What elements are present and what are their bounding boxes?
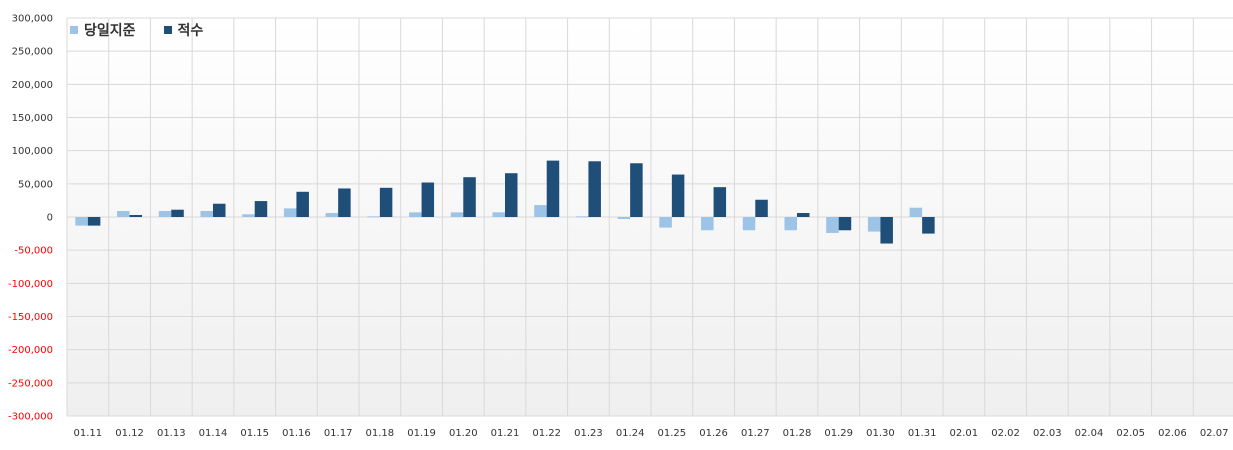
bar-daily <box>325 213 339 217</box>
bar-cumulative <box>213 203 226 217</box>
x-tick-label: 01.28 <box>783 428 812 439</box>
x-tick-label: 01.12 <box>115 428 144 439</box>
bar-daily <box>534 205 547 217</box>
x-tick-label: 01.27 <box>741 428 770 439</box>
x-tick-label: 01.11 <box>74 428 103 439</box>
x-tick-label: 01.24 <box>616 428 645 439</box>
legend-swatch-cumulative <box>163 26 172 34</box>
x-tick-label: 01.17 <box>324 428 353 439</box>
y-tick-label: 300,000 <box>12 14 53 25</box>
x-tick-label: 02.06 <box>1158 428 1187 439</box>
bar-cumulative <box>421 182 435 217</box>
bar-daily <box>158 211 172 217</box>
x-tick-label: 02.01 <box>950 428 979 439</box>
x-tick-label: 01.16 <box>282 428 311 439</box>
x-tick-label: 01.14 <box>199 428 228 439</box>
bar-daily <box>367 216 380 218</box>
bar-series <box>75 160 935 244</box>
y-tick-label: 0 <box>47 213 53 224</box>
y-tick-label: -300,000 <box>8 412 53 423</box>
y-tick-label: 250,000 <box>12 47 53 58</box>
bar-daily <box>450 212 464 217</box>
bar-daily <box>75 217 88 226</box>
bar-daily <box>659 217 672 228</box>
y-tick-label: -150,000 <box>8 312 53 323</box>
y-tick-label: 200,000 <box>12 80 53 91</box>
bar-daily <box>909 207 923 217</box>
x-tick-label: 02.02 <box>991 428 1020 439</box>
bar-cumulative <box>797 213 810 217</box>
bar-daily <box>784 217 797 231</box>
x-tick-label: 02.05 <box>1116 428 1145 439</box>
legend-label-daily: 당일지준 <box>84 23 136 39</box>
legend-label-cumulative: 적수 <box>177 23 204 39</box>
bar-cumulative <box>129 215 143 217</box>
legend-item-daily: 당일지준 <box>70 20 136 40</box>
x-tick-label: 01.26 <box>699 428 728 439</box>
bar-cumulative <box>588 161 601 217</box>
x-tick-label: 02.03 <box>1033 428 1062 439</box>
bar-daily <box>701 217 714 231</box>
bar-cumulative <box>880 217 893 244</box>
bar-cumulative <box>296 191 309 217</box>
bar-cumulative <box>379 187 393 217</box>
x-tick-label: 02.07 <box>1200 428 1229 439</box>
x-tick-label: 02.04 <box>1075 428 1104 439</box>
y-tick-label: -50,000 <box>14 246 53 257</box>
bar-daily <box>492 212 505 217</box>
bar-daily <box>867 217 881 232</box>
x-tick-label: 01.31 <box>908 428 937 439</box>
x-axis-ticks: 01.11 01.12 01.13 01.14 01.15 01.16 01.17 01.18… <box>74 428 1229 439</box>
x-tick-label: 01.19 <box>407 428 436 439</box>
bar-daily <box>242 214 255 217</box>
bar-cumulative <box>505 173 518 217</box>
x-tick-label: 01.30 <box>866 428 895 439</box>
x-tick-label: 01.20 <box>449 428 478 439</box>
legend: 당일지준 적수 <box>70 20 203 40</box>
bar-daily <box>409 212 422 217</box>
x-tick-label: 01.18 <box>366 428 395 439</box>
x-tick-label: 01.15 <box>240 428 269 439</box>
bar-daily <box>200 211 213 217</box>
bar-cumulative <box>713 187 727 217</box>
y-tick-label: -250,000 <box>8 378 53 389</box>
y-tick-label: -100,000 <box>8 279 53 290</box>
y-tick-label: 50,000 <box>18 179 53 190</box>
x-tick-label: 01.21 <box>491 428 520 439</box>
bar-daily <box>117 211 130 217</box>
bar-cumulative <box>254 201 268 217</box>
bar-cumulative <box>630 163 643 217</box>
bar-daily <box>742 217 756 231</box>
bar-cumulative <box>338 188 351 217</box>
y-tick-label: 100,000 <box>12 146 53 157</box>
x-tick-label: 01.13 <box>157 428 186 439</box>
bar-daily <box>617 217 631 219</box>
bar-cumulative <box>671 174 685 217</box>
grid-lines <box>66 17 1233 417</box>
legend-item-cumulative: 적수 <box>163 20 204 40</box>
bar-cumulative <box>755 199 768 217</box>
bar-cumulative <box>463 177 476 217</box>
bar-daily <box>575 216 589 218</box>
x-tick-label: 01.25 <box>658 428 687 439</box>
bar-cumulative <box>87 217 101 226</box>
bar-daily <box>283 208 297 217</box>
x-tick-label: 01.29 <box>824 428 853 439</box>
bar-daily <box>826 217 839 233</box>
bar-cumulative <box>171 209 184 217</box>
bar-cumulative <box>546 160 560 217</box>
legend-swatch-daily <box>70 26 78 34</box>
y-tick-label: 150,000 <box>12 113 53 124</box>
y-tick-label: -200,000 <box>8 345 53 356</box>
bar-cumulative <box>922 217 935 234</box>
y-axis-ticks: 300,000 250,000 200,000 150,000 100,000 50,00… <box>8 14 53 423</box>
bar-cumulative <box>838 217 852 231</box>
x-tick-label: 01.22 <box>532 428 561 439</box>
x-tick-label: 01.23 <box>574 428 603 439</box>
